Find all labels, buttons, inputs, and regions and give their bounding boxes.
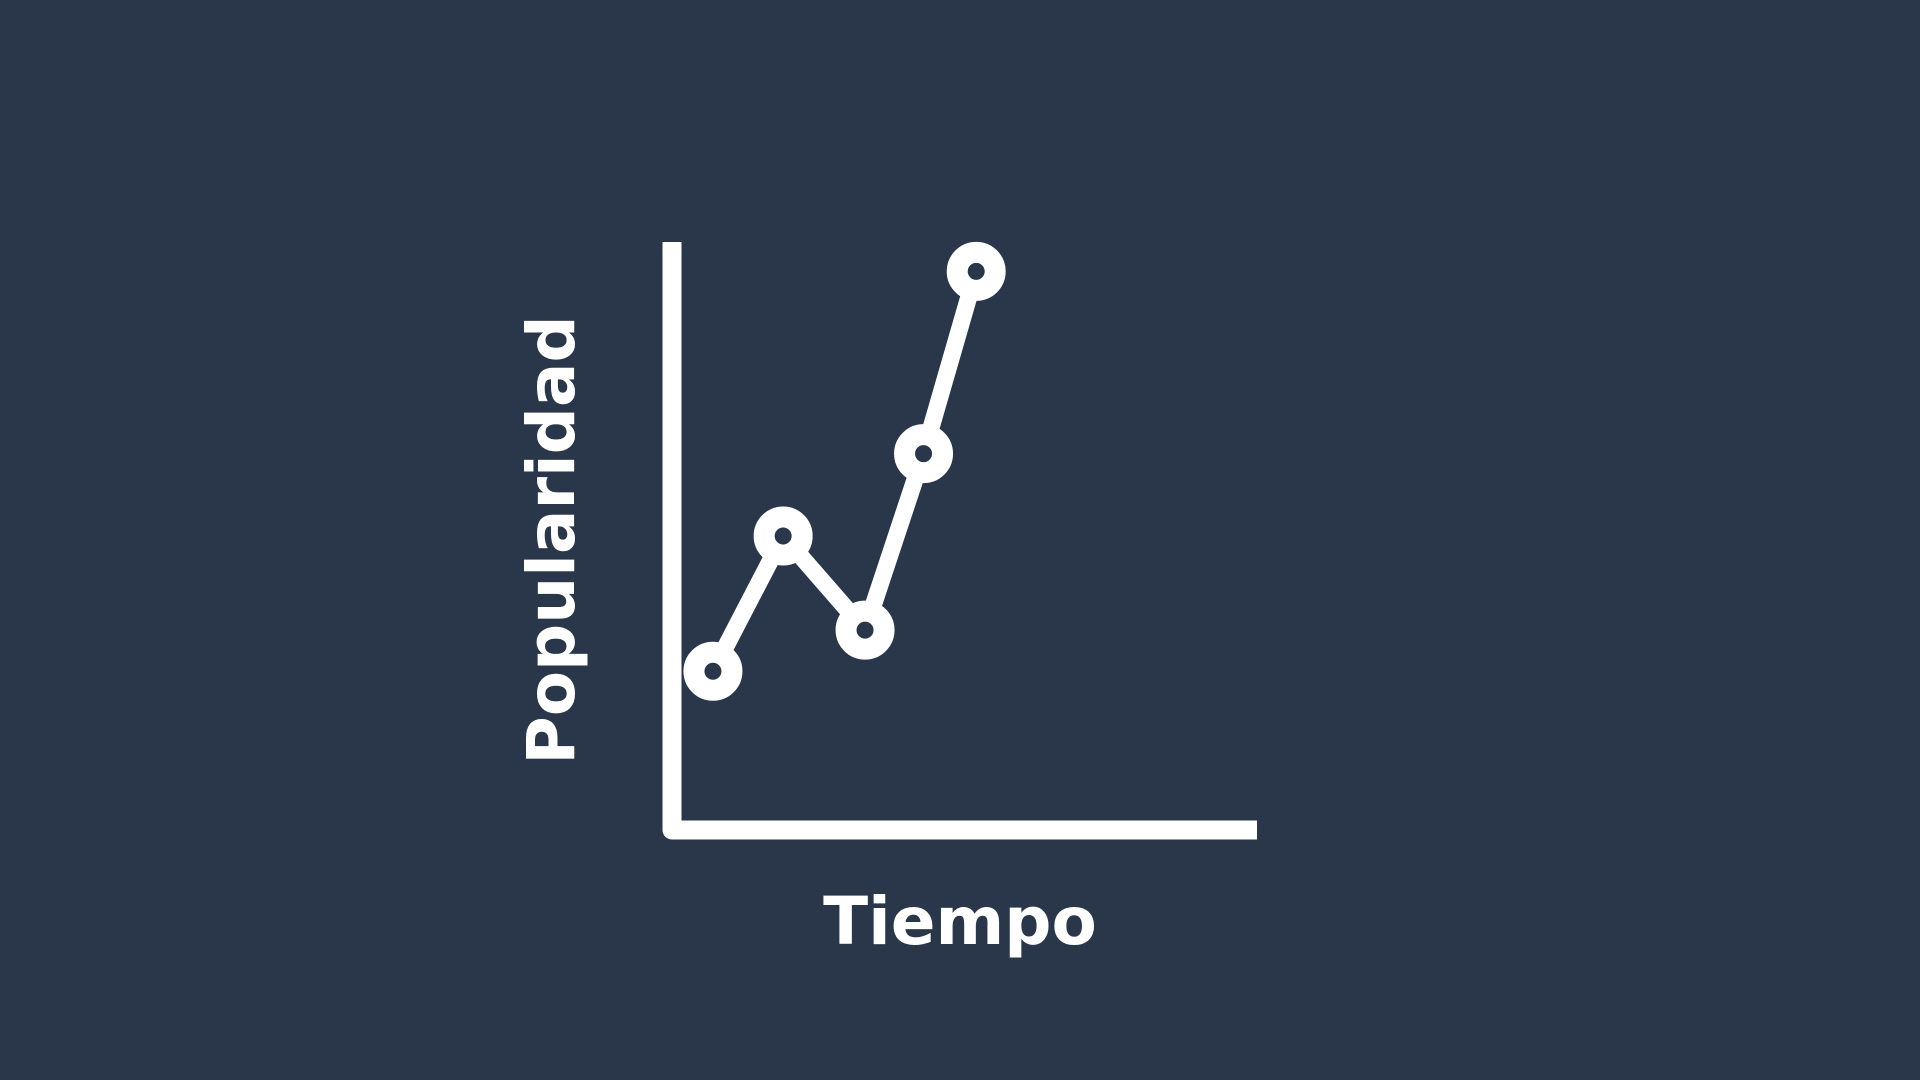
data-point (946, 241, 1006, 301)
axis-lines (662, 242, 1257, 840)
y-axis-label: Popularidad (513, 315, 590, 764)
data-point (894, 424, 954, 484)
series-points-group (683, 241, 1006, 701)
data-point (683, 641, 743, 701)
x-axis-label: Tiempo (823, 883, 1097, 960)
data-point (835, 600, 895, 660)
data-point (753, 506, 813, 566)
chart-axes (662, 242, 1257, 840)
